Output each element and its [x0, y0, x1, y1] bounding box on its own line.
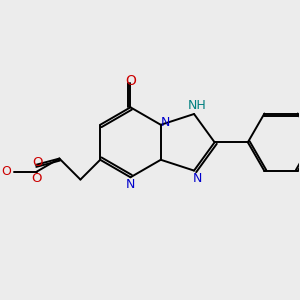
- Text: O: O: [31, 172, 41, 185]
- Text: O: O: [125, 74, 136, 88]
- Text: N: N: [192, 172, 202, 185]
- Text: O: O: [32, 156, 43, 169]
- Text: N: N: [160, 116, 170, 129]
- Text: NH: NH: [188, 99, 206, 112]
- Text: O: O: [2, 165, 11, 178]
- Text: N: N: [126, 178, 135, 191]
